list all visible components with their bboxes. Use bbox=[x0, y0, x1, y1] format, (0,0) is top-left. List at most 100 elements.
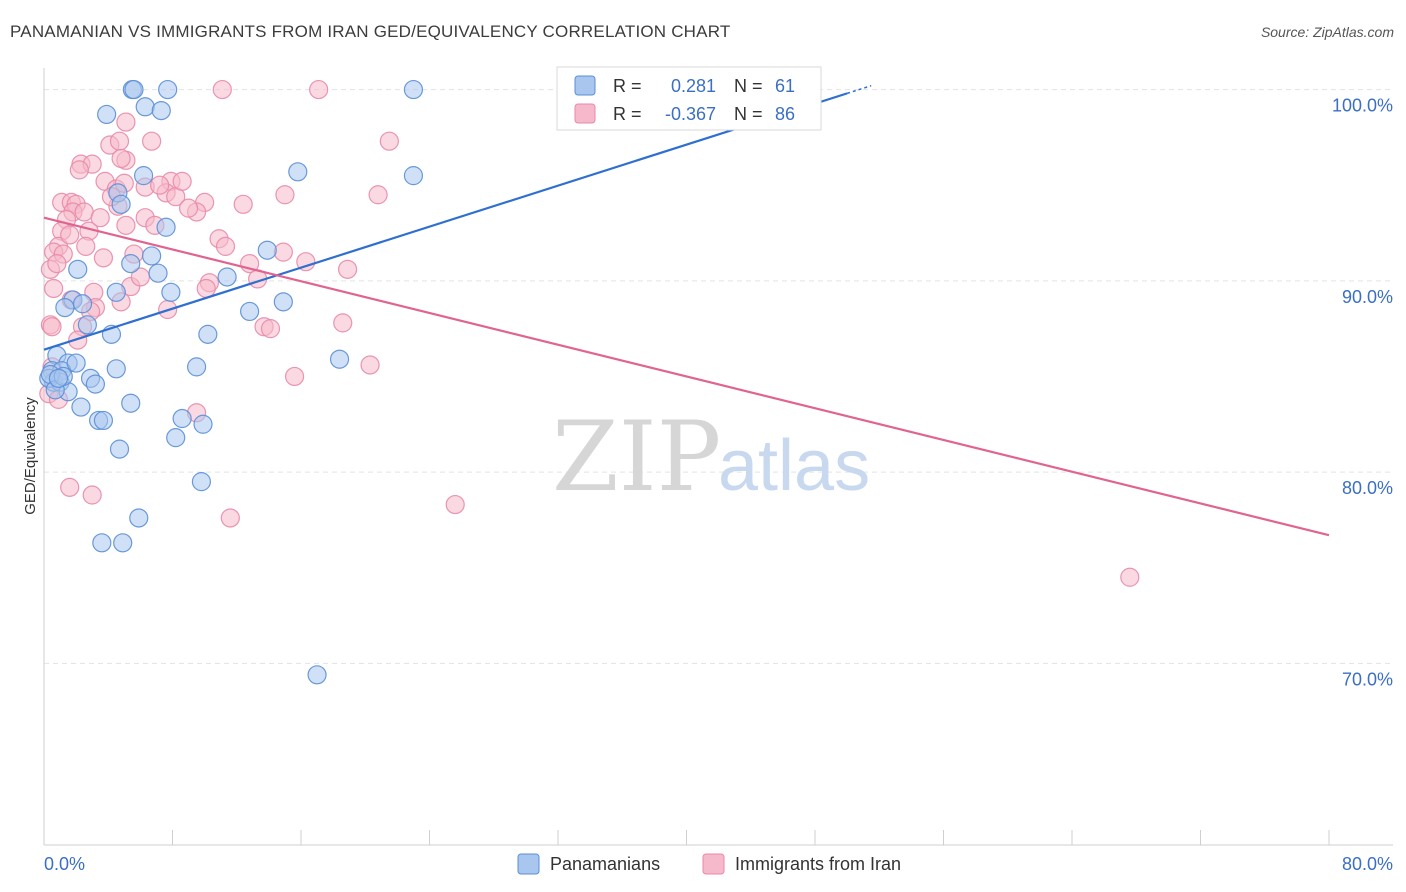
panamanian-point-20 bbox=[106, 282, 126, 302]
iran-point-53 bbox=[44, 278, 64, 299]
iran-point-0 bbox=[212, 79, 232, 100]
iran-point-36 bbox=[76, 236, 96, 256]
panamanian-point-47 bbox=[93, 410, 114, 431]
correlation-legend: R = 0.281 N = 61 R = -0.367 N = 86 bbox=[556, 66, 822, 131]
y-tick-label-90: 90.0% bbox=[1342, 287, 1393, 307]
panamanian-point-25 bbox=[55, 297, 75, 318]
legend-swatch-pink bbox=[574, 103, 596, 124]
panamanian-point-1 bbox=[124, 79, 144, 100]
panamanian-point-8 bbox=[133, 166, 154, 186]
x-tick-marks bbox=[43, 830, 1330, 845]
iran-point-82 bbox=[172, 171, 192, 191]
panamanian-point-14 bbox=[142, 246, 162, 266]
panamanian-point-44 bbox=[71, 397, 91, 417]
panamanian-point-16 bbox=[68, 259, 88, 279]
panamanian-point-17 bbox=[121, 254, 141, 274]
iran-point-84 bbox=[60, 225, 80, 245]
x-tick-label-max: 80.0% bbox=[1342, 854, 1393, 874]
panamanian-point-15 bbox=[257, 240, 277, 260]
series-swatch-panamanians bbox=[517, 853, 540, 875]
panamanian-point-52 bbox=[129, 508, 149, 528]
gridlines bbox=[44, 89, 1393, 664]
panamanian-point-3 bbox=[403, 79, 424, 100]
iran-trendline bbox=[43, 216, 1330, 537]
panamanian-point-21 bbox=[161, 282, 181, 302]
panamanian-trendline-extension bbox=[846, 84, 872, 95]
iran-point-4 bbox=[109, 131, 130, 151]
panamanian-point-9 bbox=[288, 162, 308, 182]
iran-point-5 bbox=[142, 131, 162, 151]
panamanian-point-5 bbox=[97, 104, 117, 125]
iran-point-71 bbox=[82, 485, 102, 505]
legend-n-value-1: 61 bbox=[775, 76, 795, 96]
iran-point-28 bbox=[74, 202, 94, 222]
iran-point-67 bbox=[284, 366, 305, 387]
panamanian-point-7 bbox=[151, 100, 171, 121]
y-tick-label-70: 70.0% bbox=[1342, 669, 1393, 689]
panamanian-points bbox=[39, 79, 745, 685]
legend-r-label-2: R = bbox=[613, 104, 642, 124]
iran-point-65 bbox=[333, 313, 353, 333]
y-tick-labels: 70.0% 80.0% 90.0% 100.0% bbox=[1332, 96, 1393, 690]
iran-point-6 bbox=[379, 131, 399, 151]
iran-point-77 bbox=[68, 330, 88, 350]
trendlines bbox=[43, 84, 1330, 537]
legend-r-value-1: 0.281 bbox=[671, 76, 716, 96]
panamanian-point-45 bbox=[172, 408, 192, 429]
iran-point-61 bbox=[42, 317, 62, 337]
y-tick-label-100: 100.0% bbox=[1332, 96, 1393, 116]
panamanian-point-33 bbox=[186, 357, 207, 377]
iran-point-72 bbox=[445, 494, 465, 515]
panamanian-point-51 bbox=[191, 472, 212, 492]
iran-point-1 bbox=[309, 79, 329, 100]
iran-point-74 bbox=[1120, 567, 1140, 587]
panamanian-point-40 bbox=[85, 374, 106, 394]
panamanian-point-34 bbox=[329, 349, 350, 369]
iran-point-48 bbox=[337, 259, 358, 279]
iran-point-32 bbox=[116, 215, 136, 235]
iran-point-73 bbox=[220, 508, 240, 528]
panamanian-point-24 bbox=[273, 292, 293, 312]
iran-point-80 bbox=[90, 208, 110, 228]
iran-point-2 bbox=[116, 112, 136, 132]
legend-swatch-blue bbox=[574, 75, 596, 96]
x-tick-label-min: 0.0% bbox=[44, 854, 85, 874]
y-axis-label: GED/Equivalency bbox=[22, 397, 39, 515]
iran-point-85 bbox=[47, 254, 67, 274]
panamanian-trendline bbox=[43, 92, 848, 351]
iran-point-11 bbox=[69, 160, 89, 180]
panamanian-point-6 bbox=[135, 97, 155, 117]
panamanian-point-13 bbox=[156, 217, 176, 237]
series-swatch-iran bbox=[702, 853, 725, 875]
panamanian-point-19 bbox=[217, 267, 237, 287]
panamanian-point-49 bbox=[166, 428, 186, 448]
iran-point-10 bbox=[111, 148, 131, 169]
panamanian-point-32 bbox=[106, 359, 126, 379]
legend-r-value-2: -0.367 bbox=[665, 104, 716, 124]
chart-title: PANAMANIAN VS IMMIGRANTS FROM IRAN GED/E… bbox=[10, 22, 731, 41]
iran-point-20 bbox=[368, 185, 388, 205]
iran-point-79 bbox=[178, 198, 199, 218]
iran-point-66 bbox=[360, 355, 380, 375]
panamanian-point-29 bbox=[198, 324, 218, 344]
series-legend: Panamanians Immigrants from Iran bbox=[517, 853, 901, 875]
legend-n-label-2: N = bbox=[734, 104, 763, 124]
panamanian-point-43 bbox=[121, 393, 141, 413]
legend-n-value-2: 86 bbox=[775, 104, 795, 124]
watermark-zip: ZIP bbox=[552, 401, 721, 513]
iran-point-45 bbox=[296, 252, 316, 272]
panamanian-point-55 bbox=[307, 665, 327, 685]
panamanian-point-50 bbox=[109, 439, 130, 459]
panamanian-point-60 bbox=[48, 368, 69, 388]
watermark-atlas: atlas bbox=[718, 426, 870, 506]
iran-point-40 bbox=[215, 236, 236, 256]
source-label: Source: ZipAtlas.com bbox=[1260, 24, 1394, 40]
iran-point-26 bbox=[233, 194, 253, 214]
panamanian-point-23 bbox=[72, 294, 93, 314]
iran-point-64 bbox=[260, 319, 281, 339]
panamanian-point-2 bbox=[158, 79, 178, 100]
panamanian-point-12 bbox=[111, 194, 131, 214]
iran-point-81 bbox=[150, 175, 170, 195]
series-label-iran: Immigrants from Iran bbox=[735, 854, 901, 874]
iran-point-43 bbox=[93, 248, 114, 268]
